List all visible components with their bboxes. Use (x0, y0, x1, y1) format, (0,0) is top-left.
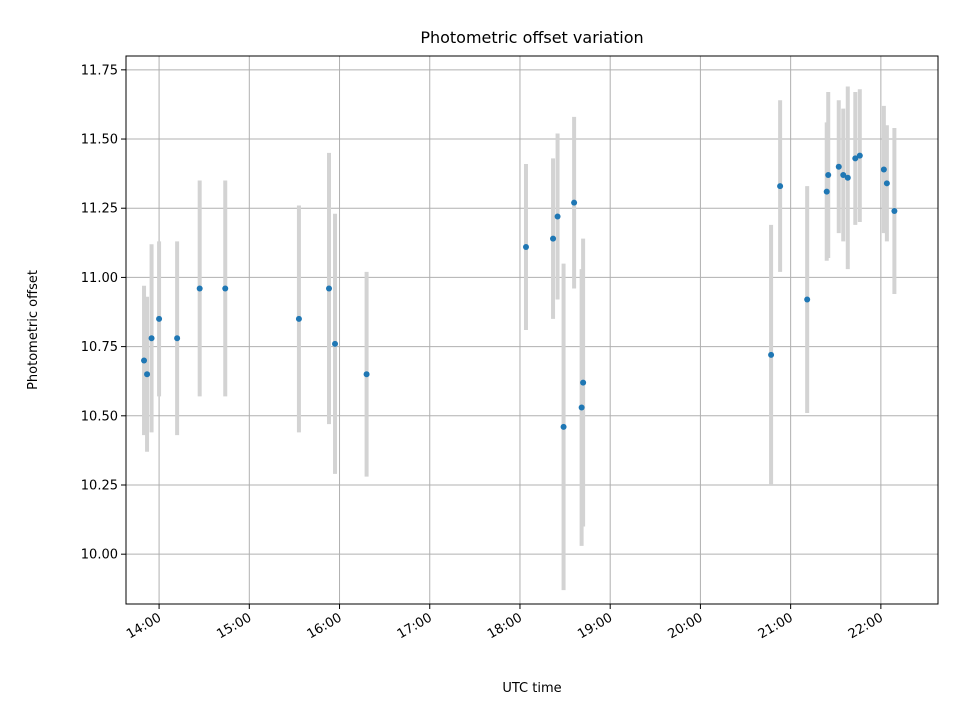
y-tick-label: 10.25 (81, 478, 118, 493)
data-point (141, 357, 148, 364)
y-tick-label: 11.00 (81, 271, 118, 286)
data-point (196, 285, 203, 292)
y-tick-label: 10.75 (81, 340, 118, 355)
data-point (222, 285, 229, 292)
data-point (326, 285, 332, 292)
y-tick-label: 11.50 (81, 133, 118, 148)
data-point (148, 335, 155, 342)
y-tick-label: 11.75 (81, 63, 118, 78)
data-point (144, 371, 151, 378)
data-point (550, 235, 557, 242)
data-point (835, 163, 842, 170)
data-point (332, 340, 339, 347)
data-point (880, 166, 887, 173)
data-point (156, 315, 163, 322)
data-point (174, 335, 181, 342)
data-point (571, 199, 578, 206)
data-point (804, 296, 811, 303)
data-point (522, 243, 529, 250)
x-axis-label: UTC time (502, 681, 561, 696)
y-tick-label: 10.50 (81, 409, 118, 424)
y-axis-label: Photometric offset (26, 270, 41, 390)
data-point (844, 174, 851, 181)
data-point (295, 315, 302, 322)
data-point (823, 188, 830, 195)
y-tick-label: 10.00 (81, 548, 118, 563)
data-point (856, 152, 863, 159)
data-point (554, 213, 561, 220)
data-point (883, 180, 890, 187)
data-point (363, 371, 370, 378)
data-point (768, 351, 775, 358)
data-point (560, 423, 567, 430)
chart-title: Photometric offset variation (420, 28, 643, 47)
data-point (891, 207, 898, 214)
y-tick-label: 11.25 (81, 202, 118, 217)
data-points (141, 152, 898, 430)
data-point (578, 404, 585, 411)
y-axis-ticks: 10.00 10.25 10.50 10.75 11.00 11.25 11.50 11.75 (81, 63, 126, 563)
data-point (840, 172, 847, 179)
data-point (580, 379, 587, 386)
data-point (777, 183, 784, 190)
data-point (825, 172, 832, 179)
data-point (852, 155, 859, 162)
gridlines (126, 56, 938, 604)
plot-frame (125, 55, 939, 605)
